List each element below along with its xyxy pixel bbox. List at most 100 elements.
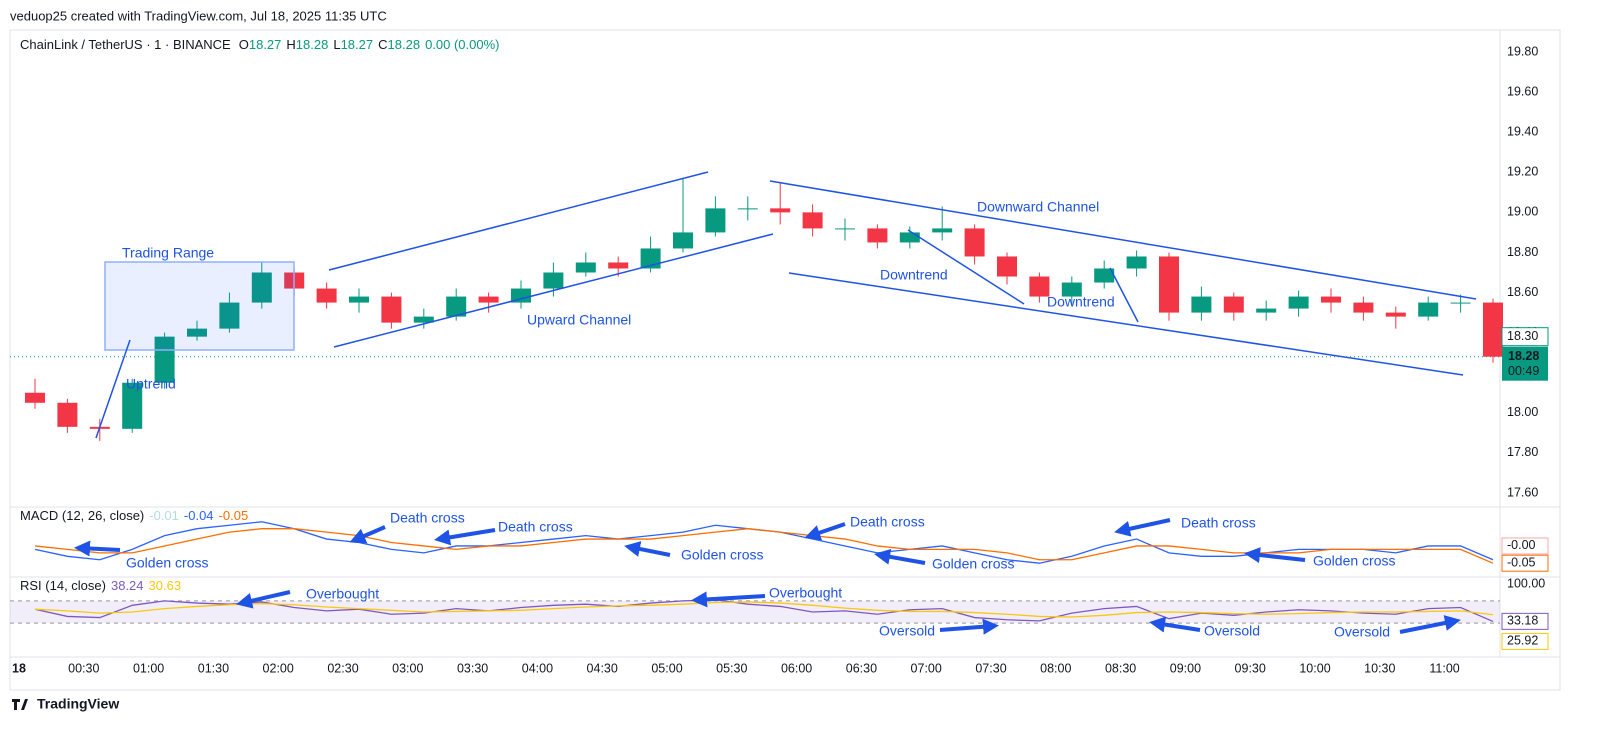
x-tick-label: 08:30	[1105, 661, 1136, 675]
arrow	[236, 590, 291, 609]
pane-value: -0.04	[184, 508, 214, 523]
legend: ChainLink / TetherUS · 1 · BINANCE O18.27…	[20, 37, 500, 52]
candle-body	[1288, 296, 1309, 309]
annotation: Uptrend	[126, 376, 176, 392]
y-tick-label: 18.00	[1507, 405, 1538, 419]
brand: TradingView	[37, 696, 119, 712]
value-box-label: 33.18	[1507, 614, 1538, 628]
candle-body	[187, 328, 207, 337]
candle-body	[1191, 296, 1212, 313]
arrow	[1244, 547, 1306, 564]
annotation: Oversold	[1204, 623, 1260, 639]
trend-line	[95, 339, 131, 439]
candle-body	[1321, 296, 1341, 303]
x-tick-label: 00:30	[68, 661, 99, 675]
value-box-label: 25.92	[1507, 634, 1538, 648]
candle-body	[543, 272, 564, 289]
annotation: Overbought	[306, 586, 379, 602]
candle-body	[835, 228, 855, 230]
pane-value: -0.05	[219, 508, 249, 523]
x-tick-label: 03:00	[392, 661, 423, 675]
pane-title: RSI (14, close) 38.24 30.63	[20, 578, 181, 593]
candle-body	[316, 288, 337, 303]
arrow	[804, 522, 846, 541]
candle-body	[1256, 308, 1277, 313]
countdown: 00:49	[1508, 364, 1539, 378]
y-tick-label: 18.80	[1507, 245, 1538, 259]
pane-title: MACD (12, 26, close) -0.01 -0.04 -0.05	[20, 508, 248, 523]
pane-name: MACD (12, 26, close)	[20, 508, 144, 523]
candle-body	[349, 296, 369, 303]
x-tick-label: 05:00	[651, 661, 682, 675]
x-tick-label: 07:30	[975, 661, 1006, 675]
price-box	[1501, 327, 1549, 347]
x-tick-label: 06:30	[846, 661, 877, 675]
last-price-label: 18.28	[1508, 349, 1539, 363]
candle-body	[511, 288, 531, 303]
x-tick-label: 18	[12, 661, 26, 675]
pane-value: 38.24	[111, 578, 144, 593]
candle-body	[413, 316, 434, 323]
y-tick-label: 19.20	[1507, 165, 1538, 179]
arrow	[434, 528, 496, 546]
candle-body	[446, 296, 467, 317]
x-tick-label: 10:00	[1299, 661, 1330, 675]
candle-body	[737, 208, 758, 210]
pane-name: RSI (14, close)	[20, 578, 106, 593]
x-tick-label: 03:30	[457, 661, 488, 675]
annotation: Golden cross	[932, 556, 1014, 572]
arrow	[1149, 616, 1201, 633]
arrows	[74, 518, 1461, 635]
y-tick-label: 18.60	[1507, 285, 1538, 299]
value-box	[1501, 554, 1549, 572]
ohlc-value: 18.27	[341, 37, 374, 52]
candle-body	[122, 382, 143, 429]
x-tick-label: 04:00	[522, 661, 553, 675]
annotation: Downtrend	[880, 267, 948, 283]
candle-body	[705, 208, 726, 233]
candle-body	[899, 232, 920, 243]
trading-range-box	[104, 261, 295, 351]
channel-line	[328, 171, 709, 271]
annotation: Golden cross	[1313, 553, 1395, 569]
last-price-box	[1502, 346, 1548, 381]
ohlc-label: C	[378, 37, 387, 52]
channel-line	[333, 233, 774, 348]
x-tick-label: 07:00	[911, 661, 942, 675]
x-tick-label: 02:30	[327, 661, 358, 675]
ohlc-label: H	[286, 37, 295, 52]
x-tick-label: 09:00	[1170, 661, 1201, 675]
logo	[12, 699, 28, 710]
trend-line	[1109, 267, 1139, 323]
candle-body	[608, 262, 629, 269]
candle-body	[770, 208, 791, 213]
x-tick-label: 08:00	[1040, 661, 1071, 675]
annotation: Trading Range	[122, 245, 214, 261]
drawings	[95, 171, 1477, 439]
ohlc-value: 18.28	[296, 37, 329, 52]
candle-body	[1159, 256, 1179, 313]
candle-body	[1126, 256, 1147, 269]
candle-body	[1223, 296, 1244, 313]
candle-body	[1418, 302, 1439, 317]
channel-line	[769, 180, 1477, 300]
channel-line	[788, 272, 1464, 376]
candle-body	[478, 296, 499, 303]
annotation: Golden cross	[681, 547, 763, 563]
x-tick-label: 04:30	[587, 661, 618, 675]
arrow	[1399, 615, 1461, 634]
candle-body	[381, 296, 402, 323]
annotation: Death cross	[390, 510, 465, 526]
candle-body	[867, 228, 888, 243]
arrow	[1114, 518, 1171, 537]
price-box-label: 18.30	[1507, 329, 1538, 343]
annotation: Death cross	[1181, 515, 1256, 531]
candle-body	[1353, 302, 1374, 313]
candle-body	[932, 228, 953, 233]
pane-value: 30.63	[149, 578, 182, 593]
ohlc-value: 18.28	[388, 37, 421, 52]
y-tick-label: 19.40	[1507, 125, 1538, 139]
arrow	[74, 540, 121, 557]
y-tick-label: 19.00	[1507, 205, 1538, 219]
y-tick-label: 17.80	[1507, 445, 1538, 459]
